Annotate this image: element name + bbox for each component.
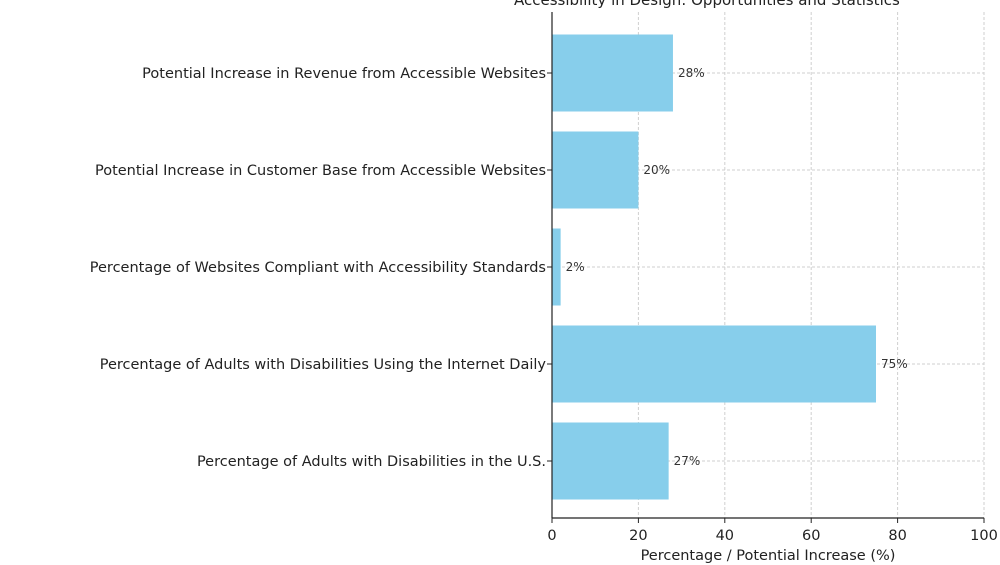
labels: 0 20 40 60 80 100 Potential Increase in Revenu… <box>90 66 998 544</box>
x-tick-label: 20 <box>629 528 647 544</box>
bar <box>552 228 561 306</box>
x-tick-label: 0 <box>547 528 556 544</box>
bars <box>552 34 876 500</box>
axes <box>547 12 985 523</box>
x-tick-label: 100 <box>970 528 998 544</box>
value-label: 28% <box>678 66 705 80</box>
category-label: Percentage of Websites Compliant with Ac… <box>90 260 546 276</box>
value-label: 2% <box>566 260 585 274</box>
bar <box>552 422 669 500</box>
x-tick-label: 80 <box>888 528 906 544</box>
category-label: Potential Increase in Customer Base from… <box>95 163 546 179</box>
bar <box>552 325 876 403</box>
category-label: Percentage of Adults with Disabilities U… <box>100 357 547 373</box>
category-label: Percentage of Adults with Disabilities i… <box>197 454 546 470</box>
category-label: Potential Increase in Revenue from Acces… <box>142 66 546 82</box>
bar <box>552 34 673 112</box>
bar <box>552 131 639 209</box>
value-label: 20% <box>643 163 670 177</box>
x-tick-label: 60 <box>802 528 820 544</box>
value-label: 27% <box>674 454 701 468</box>
x-axis-title: Percentage / Potential Increase (%) <box>641 548 896 564</box>
value-label: 75% <box>881 357 908 371</box>
chart-title: Accessibility in Design: Opportunities a… <box>514 0 900 9</box>
x-tick-label: 40 <box>716 528 734 544</box>
